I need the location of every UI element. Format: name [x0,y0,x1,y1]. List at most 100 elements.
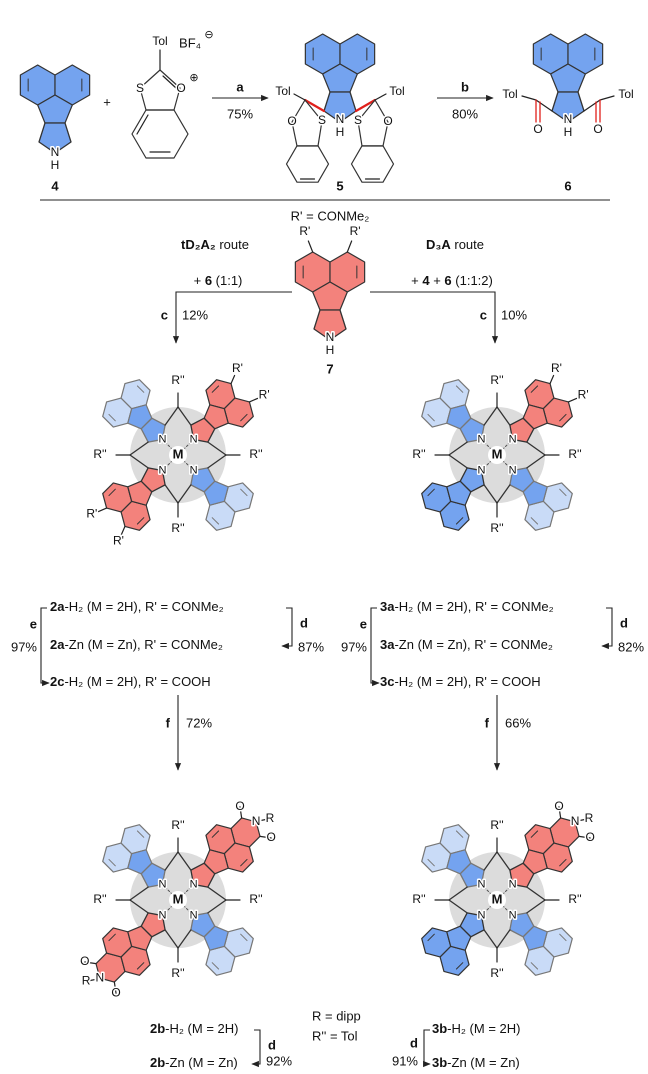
atom-label: N [190,433,198,445]
atom-label: O [383,114,392,128]
atom-label: R' [551,361,562,375]
atom-label: R' [578,388,589,402]
text-segment: 3a [380,599,395,614]
step-yield: 66% [505,715,531,730]
arrow [41,608,49,683]
step-yield: 72% [186,715,212,730]
atom-label: N [571,814,580,828]
atom-label: Tol [152,34,167,48]
text-line: 3b-Zn (M = Zn) [432,1055,520,1070]
step-yield: 80% [452,106,478,121]
atom-label: N [158,878,166,890]
metal-label: M [492,446,503,461]
step-letter: c [480,307,487,322]
atom-label: N [252,814,261,828]
bond [568,398,576,402]
step-yield: 12% [182,307,208,322]
compound-number: 6 [564,178,571,193]
text-segment: 2b [150,1055,165,1070]
atom-label: R'' [412,892,425,906]
atom-label: N [158,433,166,445]
arrow [424,1030,430,1064]
atom-label: R'' [171,373,184,387]
bond [294,94,305,100]
arrow [282,608,292,646]
text-segment: 3c [380,674,394,689]
atom-label: Tol [389,84,404,98]
atom-label: R'' [93,892,106,906]
step-letter: f [485,715,490,730]
compound-number: 7 [326,361,333,376]
text-segment: 2b [150,1021,165,1036]
footnote: R = dipp [312,1008,361,1023]
step-letter: e [30,616,37,631]
step-letter: c [161,307,168,322]
text-line: 3c-H₂ (M = 2H), R' = COOH [380,674,541,689]
atom-label: Tol [275,84,290,98]
step-yield: 75% [227,106,253,121]
atom-label: N [509,909,517,921]
text-segment: -H₂ (M = 2H), R' = CONMe₂ [394,599,553,614]
text-segment: -Zn (M = Zn) [447,1055,520,1070]
bond [522,96,536,100]
metal-label: M [173,446,184,461]
atom-label: N [51,145,60,159]
atom-label: N [509,433,517,445]
compound-number: 4 [51,178,59,193]
text-segment: route [216,237,249,252]
benzene-ring [352,146,394,182]
atom-label: R'' [490,818,503,832]
bond [305,100,324,111]
atom-label: R [82,973,91,987]
text-segment: 6 [205,273,212,288]
atom-label: N [564,112,573,126]
bond [536,100,552,111]
text-segment: + [430,273,445,288]
text-line: 3b-H₂ (M = 2H) [432,1021,520,1036]
bond [308,241,312,252]
text-segment: 3b [432,1055,447,1070]
step-letter: d [268,1037,276,1052]
arrow [370,292,495,343]
step-letter: a [236,79,244,94]
benzene-ring [287,146,329,182]
text-segment: 2a [50,637,65,652]
atom-label: S [136,81,144,95]
atom-label: H [564,125,573,139]
atom-label: R'' [490,966,503,980]
atom-label: R'' [171,966,184,980]
text-segment: -H₂ (M = 2H) [165,1021,238,1036]
text-line: + 6 (1:1) [194,273,243,288]
atom-label: R'' [93,447,106,461]
step-yield: 97% [341,639,367,654]
step-letter: d [620,615,628,630]
bond [584,100,600,111]
reaction-scheme: NH4+TolSO⊕BF₄⊖a75%NHTolOSTolOS5b80%NHTol… [0,0,648,1074]
atom-label: N [477,464,485,476]
atom-label: R'' [490,521,503,535]
step-yield: 10% [501,307,527,322]
text-line: 2c-H₂ (M = 2H), R' = COOH [50,674,211,689]
text-line: 3a-Zn (M = Zn), R' = CONMe₂ [380,637,553,652]
compound-number: 5 [336,178,343,193]
atom-label: H [336,125,345,139]
text-segment: tD₂A₂ [181,237,216,252]
bond [600,96,614,100]
atom-label: N [190,909,198,921]
text-line: 2b-Zn (M = Zn) [150,1055,238,1070]
text-segment: (1:1) [212,273,242,288]
atom-label: N [477,433,485,445]
atom-label: S [354,113,362,127]
atom-label: Tol [618,87,633,101]
atom-label: O [80,954,89,968]
text-segment: -H₂ (M = 2H), R' = COOH [64,674,210,689]
text-line: D₃A route [426,237,484,252]
text-segment: -H₂ (M = 2H), R' = CONMe₂ [64,599,223,614]
step-letter: d [410,1035,418,1050]
atom-label: R'' [171,521,184,535]
atom-label: N [158,464,166,476]
atom-label: N [190,878,198,890]
atom-label: O [533,122,542,136]
text-segment: + [194,273,205,288]
atom-label: R [585,811,594,825]
